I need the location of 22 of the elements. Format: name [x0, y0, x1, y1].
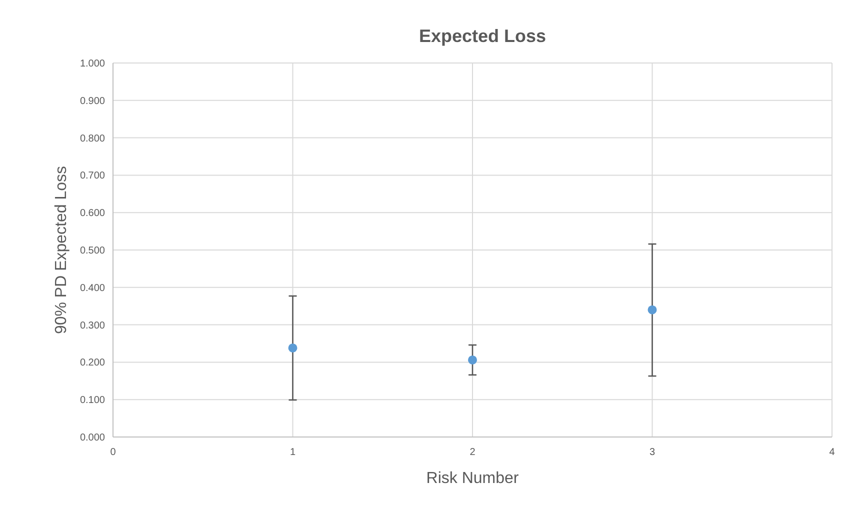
point: [288, 343, 298, 352]
y-axis-title: 90% PD Expected Loss: [53, 166, 70, 334]
y-tick-label: 1.000: [80, 58, 106, 70]
x-tick-label: 3: [649, 447, 656, 458]
y-tick-label: 0.700: [80, 170, 106, 182]
y-tick-label: 0.600: [80, 208, 106, 220]
x-tick-label: 0: [110, 447, 116, 458]
x-tick-label: 1: [290, 447, 296, 458]
point: [648, 305, 657, 314]
y-tick-label: 0.400: [80, 282, 106, 294]
y-tick-label: 0.900: [80, 96, 106, 107]
y-tick-label: 0.100: [80, 395, 106, 406]
y-tick-label: 0.000: [80, 432, 106, 444]
x-tick-label: 4: [829, 447, 836, 458]
y-tick-label: 0.200: [80, 358, 106, 369]
chart-title: Expected Loss: [418, 26, 546, 46]
x-axis-title: Risk Number: [426, 470, 520, 487]
y-tick-label: 0.500: [80, 246, 106, 256]
y-tick-label: 0.300: [80, 320, 106, 332]
point: [468, 355, 477, 364]
y-tick-label: 0.800: [80, 133, 106, 144]
x-tick-label: 2: [470, 447, 476, 458]
